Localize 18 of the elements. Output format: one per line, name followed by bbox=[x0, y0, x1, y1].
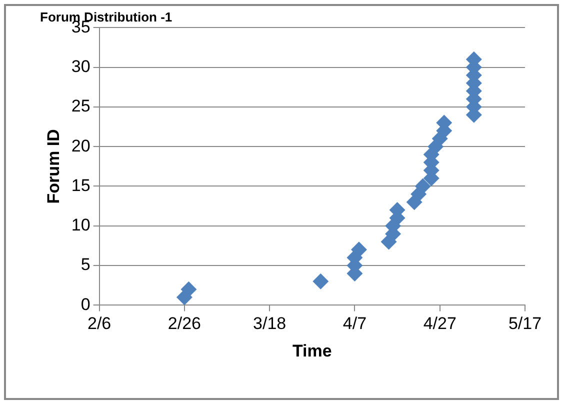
point bbox=[312, 273, 329, 290]
y-tick-label: 15 bbox=[71, 176, 90, 195]
y-tick-label: 30 bbox=[71, 56, 90, 76]
y-tick-label: 10 bbox=[71, 216, 90, 235]
x-tick-label: 3/18 bbox=[253, 314, 286, 334]
y-tick-label: 20 bbox=[71, 136, 90, 156]
x-tick-label: 4/27 bbox=[423, 314, 456, 334]
x-axis-title: Time bbox=[292, 341, 332, 360]
point bbox=[414, 178, 431, 194]
x-tick-label: 2/26 bbox=[168, 314, 201, 334]
x-tick-label: 2/6 bbox=[87, 314, 112, 334]
x-tick-label: 5/17 bbox=[508, 314, 542, 334]
x-tick-label: 4/7 bbox=[342, 314, 367, 334]
y-tick-label: 5 bbox=[80, 255, 90, 274]
y-tick-label: 0 bbox=[80, 294, 90, 314]
point bbox=[350, 242, 367, 258]
y-axis-title: Forum ID bbox=[44, 129, 63, 204]
y-tick-label: 25 bbox=[71, 96, 90, 116]
